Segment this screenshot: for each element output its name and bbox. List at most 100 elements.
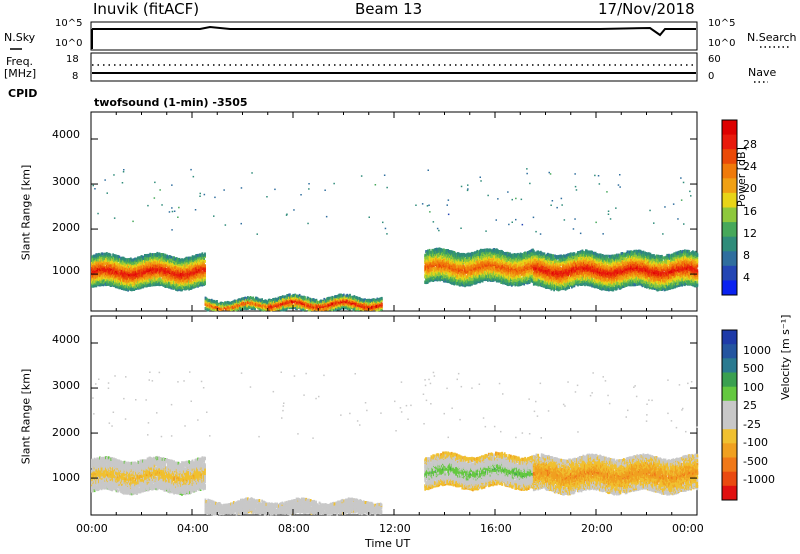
data-cell [129,257,132,261]
data-cell [133,276,136,280]
data-cell [167,274,170,278]
data-cell [182,276,185,280]
data-cell [194,274,197,278]
data-cell [357,296,359,300]
data-cell [129,287,132,291]
data-cell [182,267,185,271]
data-cell [185,265,188,269]
data-cell [186,285,189,289]
data-cell [204,274,206,278]
data-cell [95,260,98,264]
data-cell [117,270,120,273]
data-cell [171,285,174,289]
data-cell [186,269,189,273]
data-cell [204,259,206,263]
data-cell [156,254,159,258]
data-cell [156,267,159,271]
data-cell [100,283,103,286]
data-cell [110,255,113,259]
data-cell [171,279,174,283]
data-cell [194,258,197,261]
data-cell [167,263,170,267]
data-cell [106,252,108,256]
data-cell [100,256,103,260]
data-cell [118,255,121,259]
data-cell [99,273,102,276]
data-cell [101,274,104,278]
data-cell [197,265,200,269]
data-cell [109,253,112,257]
data-cell [186,263,189,267]
data-cell [110,267,113,271]
data-cell [131,283,134,287]
data-cell [204,275,206,279]
data-cell [179,277,182,281]
data-cell [165,271,167,274]
data-cell [141,271,144,275]
data-cell [144,267,146,271]
data-cell [186,274,189,278]
data-cell [101,252,104,256]
data-cell [102,276,105,280]
data-cell [380,296,383,300]
data-cell [201,271,204,275]
data-cell [200,269,203,273]
data-cell [167,256,170,260]
data-cell [380,302,383,306]
data-cell [184,260,187,264]
data-cell [148,272,151,276]
data-cell [167,261,170,265]
data-cell [144,262,147,265]
data-cell [144,278,147,282]
data-cell [156,255,159,259]
data-cell [206,308,209,312]
data-cell [188,287,190,291]
data-cell [171,258,174,262]
data-cell [144,282,147,286]
data-cell [167,266,170,270]
data-cell [167,269,170,273]
data-cell [194,268,197,272]
data-cell [320,307,323,311]
data-cell [129,259,132,263]
data-cell [197,278,200,282]
data-cell [205,306,208,310]
data-cell [133,274,136,277]
data-cell [102,258,105,262]
data-cell [141,273,144,277]
data-cell [197,275,200,279]
data-cell [104,281,107,285]
data-cell [179,273,182,277]
data-cell [156,265,159,269]
data-cell [159,270,162,274]
data-cell [171,265,174,269]
data-cell [141,268,144,272]
data-cell [129,284,132,288]
data-cell [108,258,111,262]
data-cell [346,293,349,297]
data-cell [116,261,119,265]
data-cell [191,255,194,259]
data-cell [190,286,193,290]
data-cell [171,259,174,263]
data-cell [141,261,144,265]
data-cell [472,252,474,255]
data-cell [140,265,143,269]
data-cell [194,284,197,288]
data-cell [167,281,170,285]
data-cell [92,270,95,274]
data-cell [98,252,100,256]
data-cell [179,268,182,272]
data-cell [204,281,206,284]
data-cell [128,273,130,277]
data-cell [120,284,122,287]
data-cell [171,282,174,286]
data-cell [203,257,205,260]
data-cell [141,283,144,287]
data-cell [144,254,147,257]
data-cell [95,275,98,279]
data-cell [159,265,162,269]
data-cell [109,276,112,280]
freq-panel [90,52,698,82]
data-cell [144,259,147,263]
